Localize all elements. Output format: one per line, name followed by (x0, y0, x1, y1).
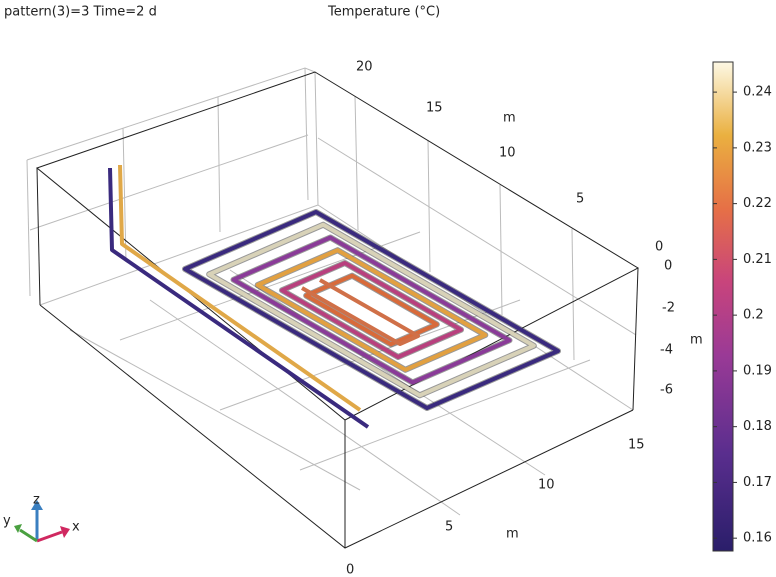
z-tick-label: -2 (662, 301, 675, 316)
inlet-pipes (108, 164, 370, 429)
colorbar-tick-label: 0.16 (743, 531, 772, 546)
pipe (301, 278, 420, 346)
pipe (280, 261, 463, 359)
pipe (183, 210, 560, 410)
x-axis-label: m (506, 527, 519, 542)
pipe (255, 248, 488, 372)
triad-z: z (33, 493, 40, 508)
axis-triad: z x y (3, 493, 80, 543)
x-tick-label: 15 (628, 438, 645, 453)
y-tick-label: 15 (426, 101, 443, 116)
x-tick-label: 5 (445, 520, 453, 535)
colorbar-tick-label: 0.2 (743, 308, 764, 323)
bounding-box (35, 71, 640, 549)
pipe (231, 235, 512, 385)
x-tick-label: 0 (346, 563, 354, 577)
plot-title: pattern(3)=3 Time=2 d (4, 5, 157, 20)
pipe (304, 273, 439, 347)
colorbar-tick-label: 0.23 (743, 140, 772, 155)
triad-x: x (72, 520, 80, 535)
y-tick-label: 0 (655, 240, 663, 255)
y-axis-label: m (503, 111, 516, 126)
y-tick-label: 5 (576, 192, 584, 207)
y-tick-label: 10 (499, 146, 516, 161)
pipe (207, 222, 536, 398)
z-tick-label: 0 (664, 259, 672, 274)
colorbar-tick-label: 0.18 (743, 419, 772, 434)
colorbar (712, 61, 734, 552)
colorbar-tick-label: 0.17 (743, 475, 772, 490)
colorbar-tick-label: 0.21 (743, 252, 772, 267)
grid (26, 67, 637, 516)
triad-y: y (3, 514, 11, 529)
z-axis-label: m (690, 333, 703, 348)
y-tick-label: 20 (356, 60, 373, 75)
z-tick-label: -6 (660, 383, 673, 398)
pipe-loop (182, 209, 561, 411)
colorbar-tick-label: 0.19 (743, 363, 772, 378)
x-tick-label: 10 (538, 478, 555, 493)
colorbar-tick-label: 0.24 (743, 85, 772, 100)
colorbar-tick-label: 0.22 (743, 196, 772, 211)
plot-subtitle: Temperature (°C) (327, 5, 440, 20)
z-tick-label: -4 (660, 343, 673, 358)
